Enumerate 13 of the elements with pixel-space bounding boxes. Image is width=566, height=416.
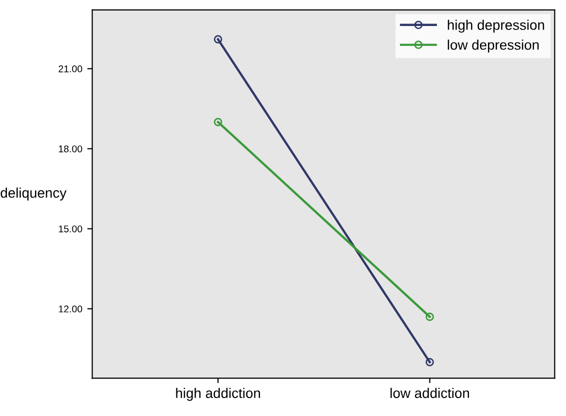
legend-label: high depression <box>448 20 544 33</box>
point <box>426 312 434 321</box>
y-tick-label: 12.00 <box>58 306 82 312</box>
point <box>214 118 222 126</box>
x-tick-label: low addiction <box>390 388 470 398</box>
x-tick-label: high addiction <box>176 388 260 401</box>
y-tick-label: 15.00 <box>58 225 82 232</box>
point <box>214 35 222 44</box>
y-tick-label: 21.00 <box>58 65 82 72</box>
legend-label: low depression <box>448 40 539 53</box>
y-tick-label: 18.00 <box>58 145 82 152</box>
point <box>426 358 434 366</box>
y-axis-title: deliquency <box>0 188 67 201</box>
